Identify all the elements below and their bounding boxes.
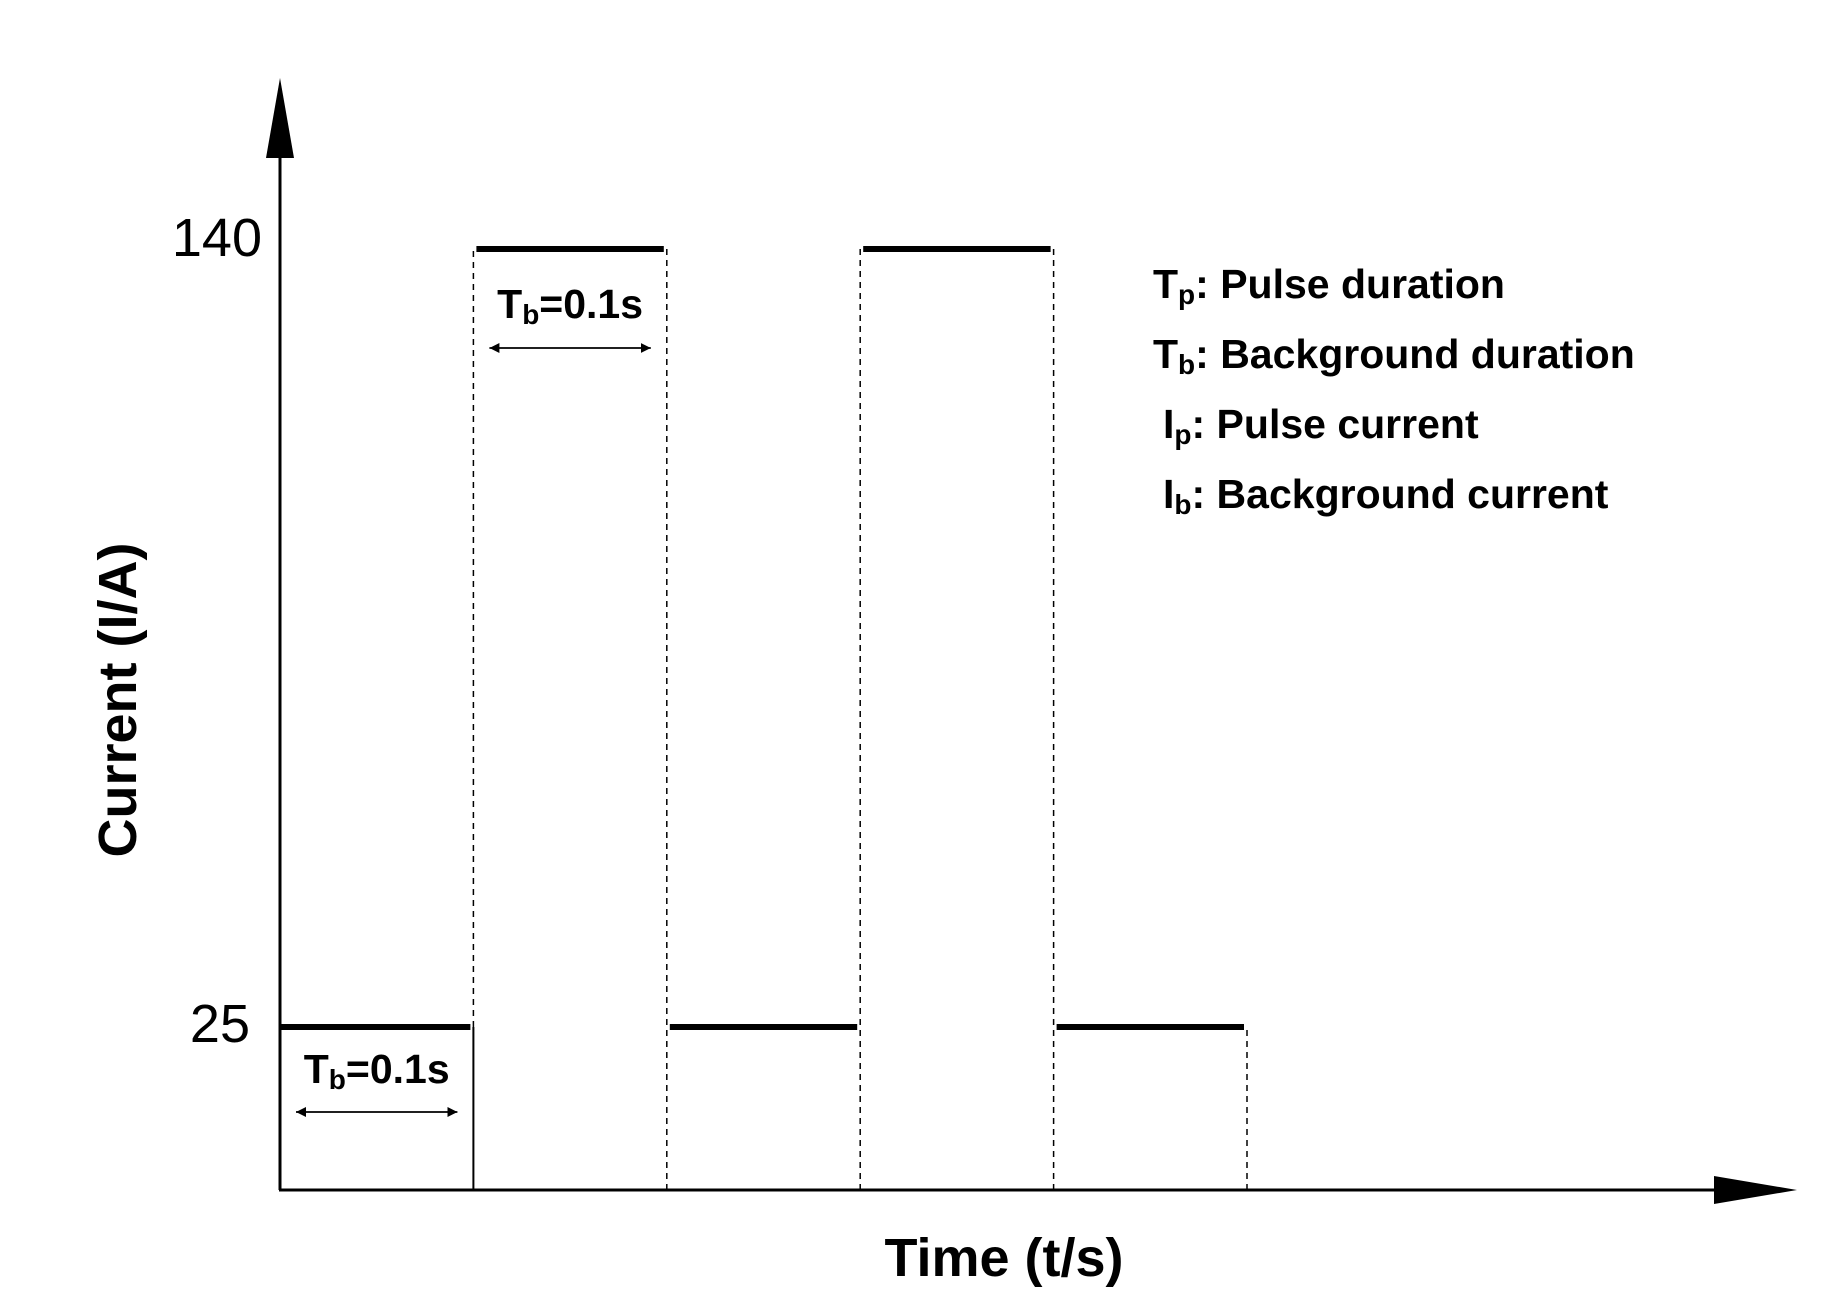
- x-axis-title: Time (t/s): [884, 1228, 1123, 1288]
- legend: Tp: Pulse duration Tb: Background duratio…: [1153, 261, 1635, 520]
- axes: [266, 78, 1797, 1204]
- legend-entry-1: Tb: Background duration: [1153, 331, 1635, 380]
- x-axis-arrowhead: [1714, 1176, 1797, 1204]
- legend-entry-0: Tp: Pulse duration: [1153, 261, 1505, 310]
- y-axis-arrowhead: [266, 78, 294, 158]
- duration-annotations: Tb=0.1s Tb=0.1s: [296, 281, 651, 1117]
- duration-label-1: Tb=0.1s: [304, 1046, 450, 1095]
- y-tick-label-140: 140: [172, 208, 262, 268]
- duration-label-0: Tb=0.1s: [497, 281, 643, 330]
- transition-lines: [472, 249, 1248, 1190]
- legend-entry-3: Ib: Background current: [1163, 471, 1609, 520]
- current-waveform: [280, 246, 1244, 1030]
- y-tick-label-25: 25: [190, 994, 250, 1054]
- y-axis-title: Current (I/A): [88, 543, 148, 858]
- legend-entry-2: Ip: Pulse current: [1163, 401, 1479, 450]
